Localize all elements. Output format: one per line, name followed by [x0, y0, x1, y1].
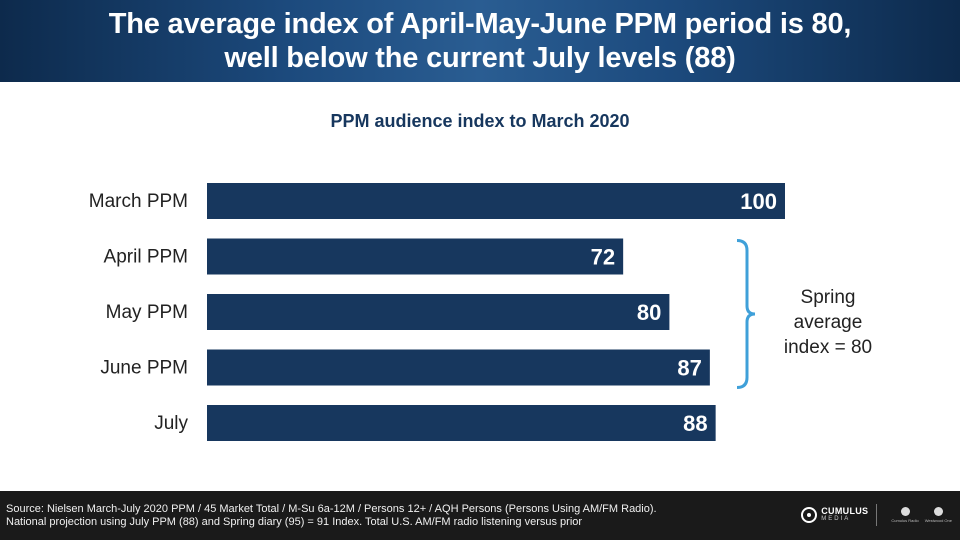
headline-line-2: well below the current July levels (88): [224, 42, 736, 74]
cumulus-logo-sub: MEDIA: [821, 516, 851, 522]
chart-title: PPM audience index to March 2020: [330, 111, 630, 131]
westwood-one-logo: Westwood One: [925, 507, 952, 523]
value-label-april-ppm: 72: [591, 245, 615, 270]
source-line-2: National projection using July PPM (88) …: [6, 516, 583, 528]
annotation-line-1: Spring: [800, 287, 856, 308]
category-label-july: July: [154, 413, 188, 434]
bar-may-ppm: [207, 294, 670, 330]
bar-june-ppm: [207, 349, 710, 386]
category-label-june-ppm: June PPM: [100, 358, 188, 379]
logo-divider: [876, 504, 878, 526]
value-label-may-ppm: 80: [637, 300, 661, 325]
category-label-march-ppm: March PPM: [89, 191, 188, 212]
cumulus-radio-icon: [900, 507, 910, 516]
cumulus-radio-text: Cumulus Radio: [891, 518, 919, 523]
cumulus-radio-logo: Cumulus Radio: [891, 507, 919, 523]
value-label-march-ppm: 100: [740, 189, 777, 214]
bar-july: [207, 405, 716, 441]
cumulus-logo: CUMULUS MEDIA: [801, 507, 868, 523]
logo-group: CUMULUS MEDIA Cumulus Radio Westwood One: [801, 501, 952, 529]
spring-average-annotation: Spring average index = 80: [764, 285, 892, 360]
bar-chart: March PPM 100 April PPM 72 May PPM 80 June PPM…: [89, 183, 785, 441]
source-line-1: Source: Nielsen March-July 2020 PPM / 45…: [6, 503, 657, 515]
category-label-april-ppm: April PPM: [104, 247, 188, 268]
header-banner: The average index of April-May-June PPM …: [0, 0, 960, 82]
annotation-line-3: index = 80: [783, 337, 873, 358]
category-label-may-ppm: May PPM: [106, 302, 188, 323]
westwood-one-text: Westwood One: [924, 518, 952, 523]
annotation-line-2: average: [793, 312, 863, 333]
headline-line-1: The average index of April-May-June PPM …: [108, 8, 852, 40]
footer-bar: Source: Nielsen March-July 2020 PPM / 45…: [0, 491, 960, 540]
westwood-one-icon: [933, 507, 943, 516]
cumulus-logo-name: CUMULUS: [821, 506, 869, 516]
value-label-june-ppm: 87: [677, 356, 701, 381]
cumulus-logo-icon: [801, 507, 818, 523]
spring-bracket: [736, 239, 756, 389]
bar-april-ppm: [207, 238, 624, 275]
value-label-july: 88: [683, 411, 707, 436]
source-note: Source: Nielsen March-July 2020 PPM / 45…: [6, 503, 796, 529]
bar-march-ppm: [207, 183, 785, 219]
